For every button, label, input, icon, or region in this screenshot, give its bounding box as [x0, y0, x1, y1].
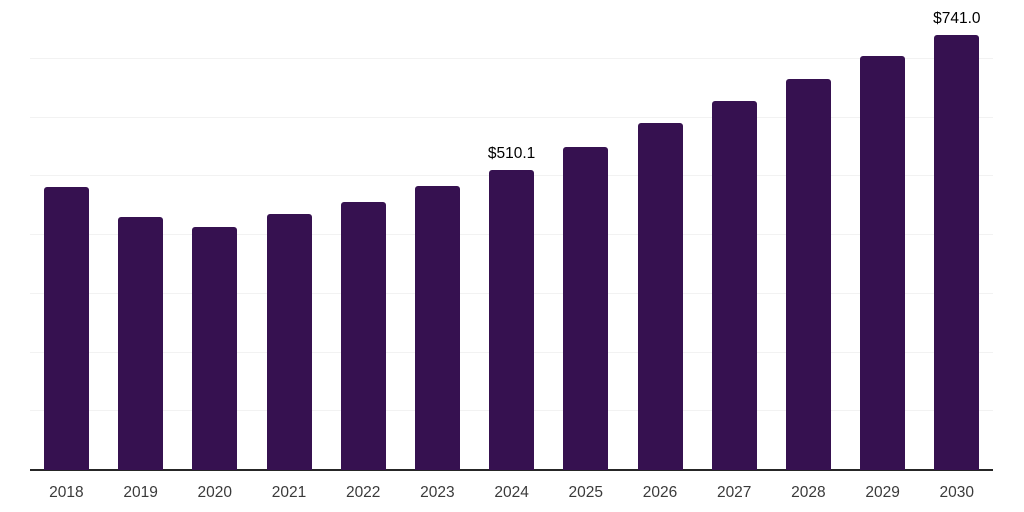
x-tick-label-2018: 2018 — [49, 484, 84, 501]
bar-2021 — [266, 213, 312, 470]
bar-2030 — [934, 34, 980, 470]
data-label-2024: $510.1 — [487, 145, 536, 163]
x-tick-label-2030: 2030 — [939, 484, 975, 501]
gridline-600 — [30, 116, 993, 118]
x-tick-label-2022: 2022 — [345, 484, 381, 501]
bar-2026 — [637, 123, 683, 470]
x-tick-label-2021: 2021 — [271, 484, 307, 501]
bar-2027 — [711, 101, 757, 470]
bar-2022 — [340, 201, 386, 470]
bar-2024 — [489, 170, 535, 470]
bar-2029 — [860, 56, 906, 470]
x-tick-label-2025: 2025 — [568, 484, 604, 501]
x-tick-label-2019: 2019 — [123, 484, 158, 501]
data-label-2030: $741.0 — [933, 9, 981, 27]
bar-2028 — [785, 79, 831, 470]
x-tick-label-2026: 2026 — [642, 484, 678, 501]
x-tick-label-2023: 2023 — [420, 484, 455, 501]
gridline-700 — [30, 57, 993, 59]
x-tick-label-2029: 2029 — [865, 484, 900, 501]
plot-area: $510.1 $741.0 — [30, 0, 993, 471]
bar-2025 — [563, 146, 609, 470]
x-tick-label-2027: 2027 — [716, 484, 752, 501]
bar-2020 — [192, 226, 238, 470]
bar-2023 — [414, 186, 460, 470]
x-tick-label-2020: 2020 — [197, 484, 233, 501]
x-tick-label-2028: 2028 — [791, 484, 826, 501]
bar-2019 — [118, 217, 164, 470]
x-axis-line — [30, 469, 993, 471]
bar-2018 — [43, 187, 89, 470]
x-tick-label-2024: 2024 — [494, 484, 529, 501]
